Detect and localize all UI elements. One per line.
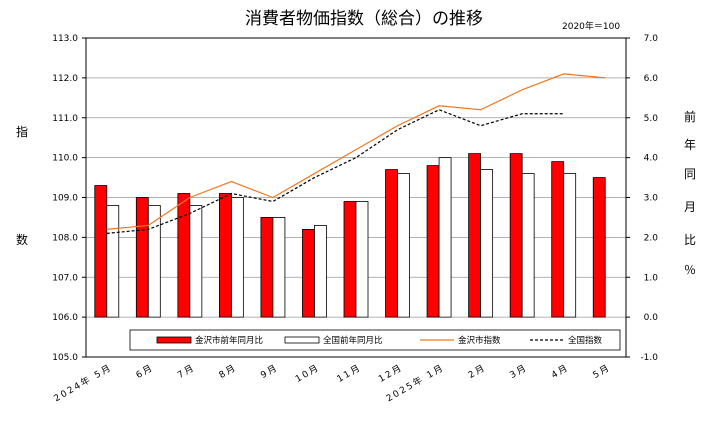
x-tick-label: 10月 bbox=[294, 362, 322, 385]
legend-swatch bbox=[156, 336, 192, 344]
right-tick-label: 1.0 bbox=[644, 273, 659, 283]
right-axis-label-char: 比 bbox=[684, 233, 696, 247]
right-tick-label: -1.0 bbox=[640, 353, 658, 363]
right-axis-label-char: 前 bbox=[684, 109, 696, 124]
right-tick-label: 6.0 bbox=[644, 74, 659, 84]
national-yoy-bar bbox=[355, 201, 369, 318]
right-axis-label-char: ％ bbox=[684, 263, 696, 277]
legend: 金沢市前年同月比 全国前年同月比 金沢市指数 全国指数 bbox=[129, 329, 621, 351]
left-tick-label: 105.0 bbox=[52, 353, 78, 363]
kanazawa-yoy-bar bbox=[509, 153, 523, 318]
right-axis-label-char: 月 bbox=[684, 200, 696, 214]
base-year-note: 2020年＝100 bbox=[562, 20, 620, 32]
left-axis-label-char: 数 bbox=[16, 232, 28, 247]
left-tick-label: 111.0 bbox=[52, 114, 78, 124]
kanazawa-yoy-bar bbox=[343, 201, 357, 318]
national-yoy-bar bbox=[189, 205, 203, 318]
national-yoy-bar bbox=[314, 225, 327, 318]
x-tick-label: 5月 bbox=[591, 362, 613, 381]
left-tick-label: 107.0 bbox=[52, 273, 78, 283]
right-tick-label: 3.0 bbox=[644, 194, 659, 204]
national-yoy-bar bbox=[521, 173, 535, 318]
right-axis-label-char: 年 bbox=[684, 138, 696, 152]
kanazawa-index-line bbox=[106, 73, 606, 230]
right-axis-label: 前年同月比 ％ bbox=[684, 109, 696, 277]
left-axis-ticks: 105.0 106.0 107.0 108.0 109.0 110.0 111.0 112.0… bbox=[52, 34, 86, 363]
x-tick-label: 12月 bbox=[377, 362, 405, 385]
x-tick-label: 2月 bbox=[466, 362, 488, 381]
right-axis-ticks: -1.0 0.0 1.0 2.0 3.0 4.0 5.0 6.0 7.0 bbox=[626, 34, 658, 363]
national-yoy-bar bbox=[106, 205, 120, 318]
national-yoy-bar bbox=[230, 197, 244, 318]
left-tick-label: 112.0 bbox=[52, 74, 78, 84]
left-tick-label: 113.0 bbox=[52, 34, 78, 44]
national-yoy-bar bbox=[147, 205, 161, 318]
line-series bbox=[106, 73, 606, 234]
national-yoy-bar bbox=[480, 169, 494, 318]
left-tick-label: 109.0 bbox=[52, 194, 78, 204]
kanazawa-yoy-bar bbox=[260, 217, 274, 318]
kanazawa-yoy-bar bbox=[302, 228, 315, 318]
right-tick-label: 2.0 bbox=[644, 233, 659, 243]
national-yoy-bar bbox=[272, 217, 286, 318]
national-yoy-bar bbox=[438, 157, 452, 318]
right-axis-label-char: 同 bbox=[684, 167, 696, 181]
kanazawa-yoy-bar bbox=[592, 177, 606, 318]
x-tick-label: 11月 bbox=[335, 362, 363, 385]
x-tick-label: 8月 bbox=[217, 362, 239, 381]
x-tick-label: 7月 bbox=[176, 362, 198, 381]
kanazawa-yoy-bar bbox=[551, 161, 565, 318]
left-tick-label: 106.0 bbox=[52, 313, 78, 323]
legend-label: 金沢市前年同月比 bbox=[195, 335, 263, 346]
left-axis-label: 指数 bbox=[16, 124, 28, 247]
left-tick-label: 110.0 bbox=[52, 154, 78, 164]
legend-label: 全国前年同月比 bbox=[323, 335, 383, 346]
legend-box bbox=[129, 329, 621, 351]
legend-label: 全国指数 bbox=[568, 335, 603, 346]
chart-title: 消費者物価指数（総合）の推移 bbox=[245, 9, 483, 29]
x-tick-label: 4月 bbox=[549, 362, 571, 381]
kanazawa-yoy-bar bbox=[426, 165, 440, 318]
national-yoy-bar bbox=[397, 173, 410, 318]
right-tick-label: 5.0 bbox=[644, 114, 659, 124]
national-yoy-bar bbox=[563, 173, 577, 318]
kanazawa-yoy-bar bbox=[468, 153, 482, 318]
kanazawa-yoy-bar bbox=[94, 185, 108, 318]
x-tick-label: 6月 bbox=[134, 362, 156, 381]
x-tick-label: 2024年 5月 bbox=[52, 361, 115, 404]
right-tick-label: 7.0 bbox=[644, 34, 659, 44]
right-tick-label: 0.0 bbox=[644, 313, 659, 323]
kanazawa-yoy-bar bbox=[218, 193, 232, 318]
bar-series bbox=[94, 153, 606, 318]
right-tick-label: 4.0 bbox=[644, 154, 659, 164]
left-tick-label: 108.0 bbox=[52, 233, 78, 243]
national-index-line bbox=[106, 109, 564, 234]
left-axis-label-char: 指 bbox=[16, 124, 28, 139]
legend-swatch bbox=[284, 336, 320, 344]
x-tick-label: 9月 bbox=[259, 362, 281, 381]
legend-label: 金沢市指数 bbox=[458, 335, 501, 346]
kanazawa-yoy-bar bbox=[385, 169, 398, 318]
kanazawa-yoy-bar bbox=[135, 197, 149, 318]
x-tick-label: 3月 bbox=[508, 362, 530, 381]
kanazawa-yoy-bar bbox=[177, 193, 191, 318]
